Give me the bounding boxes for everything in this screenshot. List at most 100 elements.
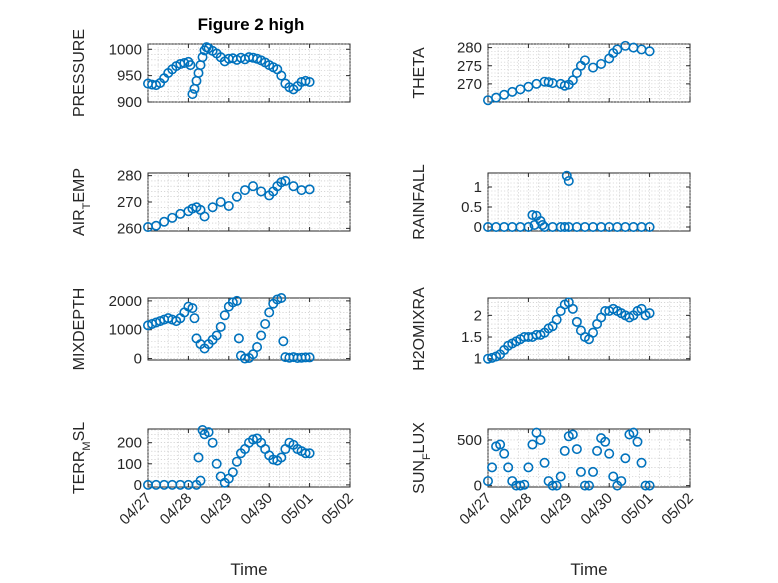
- y-tick-label: 950: [117, 68, 142, 85]
- data-point: [227, 467, 238, 478]
- data-point: [539, 457, 550, 468]
- data-point: [231, 191, 242, 202]
- subplot-rainfall: 0 0.5 1 RAINFALL: [411, 164, 691, 240]
- data-point: [588, 327, 599, 338]
- data-point: [515, 480, 526, 491]
- data-point: [567, 303, 578, 314]
- data-point: [523, 222, 534, 233]
- grid: [487, 173, 691, 231]
- y-axis-label: SUNFLUX: [411, 422, 433, 494]
- y-tick-label: 270: [117, 194, 142, 211]
- data-point: [523, 462, 534, 473]
- data-point: [167, 212, 178, 223]
- data-point: [592, 445, 603, 456]
- data-point: [239, 353, 250, 364]
- data-point: [482, 476, 493, 487]
- data-point: [604, 448, 615, 459]
- data-point: [644, 46, 655, 57]
- data-point: [567, 429, 578, 440]
- data-point: [640, 480, 651, 491]
- series: [482, 40, 655, 106]
- series: [482, 170, 655, 233]
- data-point: [583, 480, 594, 491]
- series: [143, 175, 315, 233]
- subplot-pressure: 900 950 1000 PRESSURE: [71, 29, 351, 117]
- x-tick-label: 05/02: [658, 490, 697, 529]
- data-point: [503, 462, 514, 473]
- data-point: [239, 185, 250, 196]
- y-axis-label: MIXDEPTH: [71, 288, 88, 371]
- data-point: [215, 321, 226, 332]
- x-tick-label: 05/02: [318, 490, 357, 529]
- data-point: [596, 58, 607, 69]
- data-point: [231, 456, 242, 467]
- y-tick-label: 2000: [109, 293, 142, 310]
- data-point: [276, 452, 287, 463]
- data-point: [571, 316, 582, 327]
- series: [482, 427, 655, 491]
- data-point: [233, 333, 244, 344]
- data-point: [559, 80, 570, 91]
- subplot-air-temp: 260 270 280 AIRTEMP: [71, 168, 351, 237]
- x-tick-label: 04/29: [197, 490, 236, 529]
- x-tick-label: 04/30: [577, 490, 616, 529]
- y-tick-label: 200: [117, 435, 142, 452]
- data-point: [211, 330, 222, 341]
- x-tick-label: 04/29: [537, 490, 576, 529]
- data-point: [219, 310, 230, 321]
- x-tick-label: 05/01: [278, 490, 317, 529]
- data-point: [567, 75, 578, 86]
- data-point: [487, 462, 498, 473]
- y-axis-label: TERRMSL: [71, 422, 93, 494]
- series: [143, 292, 315, 364]
- data-point: [535, 434, 546, 445]
- data-point: [571, 444, 582, 455]
- data-point: [203, 427, 214, 438]
- data-point: [551, 314, 562, 325]
- y-tick-label: 1: [474, 351, 482, 368]
- data-point: [644, 480, 655, 491]
- data-point: [632, 436, 643, 447]
- data-point: [527, 439, 538, 450]
- data-point: [588, 466, 599, 477]
- data-point: [260, 318, 271, 329]
- data-point: [199, 211, 210, 222]
- data-point: [187, 303, 198, 314]
- data-point: [256, 186, 267, 197]
- data-point: [519, 479, 530, 490]
- data-point: [300, 75, 311, 86]
- data-point: [211, 458, 222, 469]
- y-tick-label: 0.5: [461, 199, 482, 216]
- data-point: [551, 480, 562, 491]
- data-point: [300, 448, 311, 459]
- data-point: [215, 197, 226, 208]
- data-point: [256, 330, 267, 341]
- data-point: [252, 342, 263, 353]
- y-tick-label: 100: [117, 456, 142, 473]
- data-point: [276, 70, 287, 81]
- data-point: [248, 434, 259, 445]
- y-tick-label: 1000: [109, 41, 142, 58]
- y-tick-label: 500: [457, 432, 482, 449]
- subplot-h2omixra: 1 1.5 2 H2OMIXRA: [411, 287, 691, 371]
- data-point: [559, 222, 570, 233]
- data-point: [543, 77, 554, 88]
- y-axis-label: PRESSURE: [71, 29, 88, 117]
- y-tick-label: 1000: [109, 322, 142, 339]
- y-tick-label: 0: [134, 351, 142, 368]
- data-point: [207, 202, 218, 213]
- data-point: [636, 457, 647, 468]
- y-tick-label: 0: [474, 478, 482, 495]
- x-tick-label: 04/28: [497, 490, 536, 529]
- data-point: [527, 210, 538, 221]
- data-point: [179, 57, 190, 68]
- data-point: [579, 55, 590, 66]
- data-point: [628, 427, 639, 438]
- y-tick-label: 1.5: [461, 329, 482, 346]
- data-point: [563, 176, 574, 187]
- data-point: [547, 480, 558, 491]
- data-point: [579, 480, 590, 491]
- y-tick-label: 280: [117, 168, 142, 185]
